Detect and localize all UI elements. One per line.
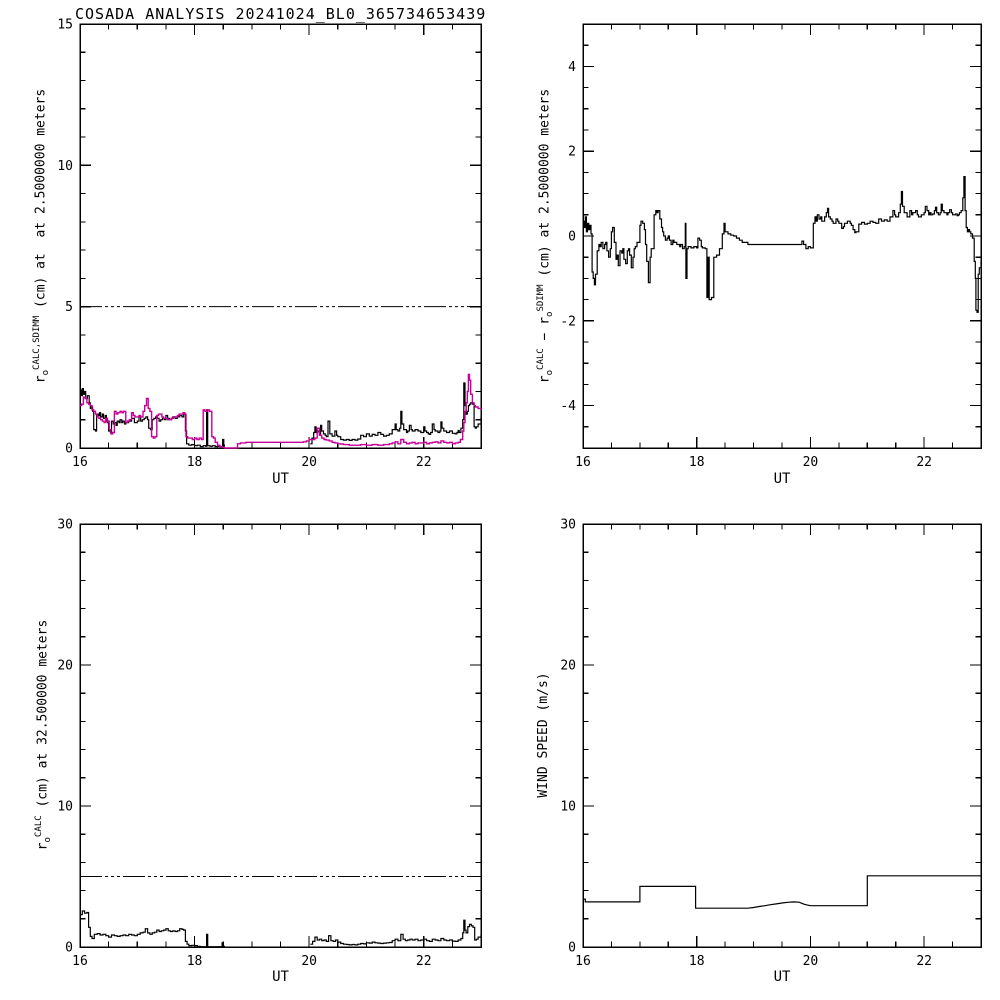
x-tick-label: 20 [301,954,317,969]
x-axis-label-ut-bottom-right: UT [773,969,791,985]
y-axis-label-wind-speed: WIND SPEED (m/s) [536,672,551,798]
x-axis-label-ut-bottom-left: UT [272,969,289,985]
x-tick-label: 18 [187,954,203,969]
chart-title: COSADA ANALYSIS 20241024_BL0_36573465343… [75,5,487,23]
y-tick-label: 0 [568,230,576,245]
x-tick-label: 20 [301,455,317,470]
y-tick-label: 20 [560,659,576,674]
plot-box-wind-speed [582,523,982,948]
y-tick-label: 10 [57,800,73,815]
plot-box-r0-calc-sdimm-at-2.5m [79,23,482,449]
series-wind-speed-line [583,875,981,909]
y-tick-label: 4 [568,60,576,75]
y-tick-label: 30 [57,518,73,533]
x-axis-label-ut-top-left: UT [272,471,289,487]
y-tick-label: 0 [568,941,576,956]
plot-box-r0-calc-at-32.5m [79,523,482,948]
x-tick-label: 18 [689,455,705,470]
x-tick-label: 16 [575,954,591,969]
y-tick-label: 0 [65,442,73,457]
x-tick-label: 20 [803,954,819,969]
x-tick-label: 22 [416,954,432,969]
y-tick-label: 10 [560,800,576,815]
y-tick-label: 10 [57,159,73,174]
x-tick-label: 22 [916,455,932,470]
series-r0-calc-32.5m-line [80,910,225,948]
y-tick-label: -4 [560,399,576,414]
y-tick-label: 2 [568,145,576,160]
x-axis-label-ut-top-right: UT [773,471,791,487]
series-r0-calc-32.5m-line [310,919,482,946]
y-tick-label: 15 [57,18,73,33]
y-tick-label: 30 [560,518,576,533]
series-r0-calc-line [310,382,482,445]
series-r0-calc-line [80,388,225,448]
y-tick-label: -2 [560,314,576,329]
y-tick-label: 0 [65,941,73,956]
plot-box-r0-calc-minus-sdimm-at-2.5m [582,23,982,449]
x-tick-label: 16 [575,455,591,470]
series-r0-sdimm-line [80,373,482,449]
y-axis-label-r0-calc-sdimm: roCALC,SDIMM (cm) at at 2.5000000 meters [32,88,51,384]
x-tick-label: 20 [803,455,819,470]
y-axis-label-r0-diff: roCALC − roSDIMM (cm) at 2.5000000 meter… [536,88,555,384]
x-tick-label: 16 [72,954,88,969]
x-tick-label: 16 [72,455,88,470]
series-r0-calc-minus-sdimm-line [583,176,982,313]
y-tick-label: 5 [65,300,73,315]
y-axis-label-r0-calc-32m: roCALC (cm) at 32.500000 meters [34,619,53,851]
y-tick-label: 20 [57,659,73,674]
x-tick-label: 18 [187,455,203,470]
x-tick-label: 22 [916,954,932,969]
x-tick-label: 18 [689,954,705,969]
x-tick-label: 22 [416,455,432,470]
